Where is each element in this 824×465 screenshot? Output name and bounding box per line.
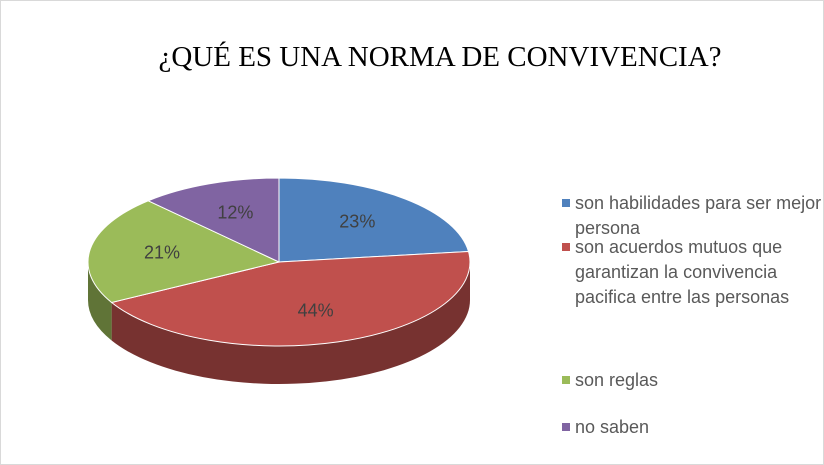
legend-marker bbox=[562, 376, 570, 384]
pie-slice bbox=[278, 177, 470, 263]
pie-slice bbox=[110, 250, 471, 347]
data-label: 12% bbox=[217, 202, 253, 222]
legend-marker bbox=[562, 243, 570, 251]
legend-item: no saben bbox=[562, 415, 824, 440]
data-label: 21% bbox=[144, 243, 180, 263]
legend-label: no saben bbox=[575, 417, 650, 437]
pie-side bbox=[111, 262, 470, 384]
legend-label: son acuerdos mutuos que garantizan la co… bbox=[575, 237, 790, 307]
data-label: 44% bbox=[298, 300, 334, 320]
legend-marker bbox=[562, 199, 570, 207]
legend-item: son acuerdos mutuos que garantizan la co… bbox=[562, 235, 824, 310]
pie-side bbox=[88, 262, 112, 341]
chart-title: ¿QUÉ ES UNA NORMA DE CONVIVENCIA? bbox=[158, 40, 721, 73]
pie-slice bbox=[87, 200, 281, 304]
data-label: 23% bbox=[339, 212, 375, 232]
legend-item: son habilidades para ser mejor persona bbox=[562, 191, 824, 241]
pie-slice bbox=[147, 177, 280, 263]
legend-marker bbox=[562, 423, 570, 431]
legend-label: son habilidades para ser mejor persona bbox=[575, 193, 822, 238]
legend-item: son reglas bbox=[562, 368, 824, 393]
legend-label: son reglas bbox=[575, 370, 659, 390]
